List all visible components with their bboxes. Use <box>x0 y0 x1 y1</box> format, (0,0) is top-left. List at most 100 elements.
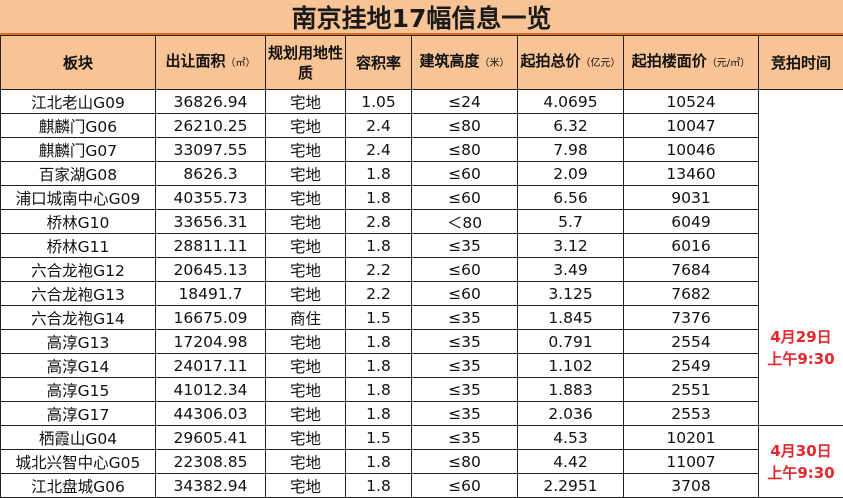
table-cell: 33656.31 <box>156 210 266 234</box>
table-cell: 41012.34 <box>156 378 266 402</box>
table-cell: 10201 <box>624 426 759 450</box>
table-cell: 24017.11 <box>156 354 266 378</box>
header-cell: 出让面积（㎡） <box>156 36 266 90</box>
table-cell: 宅地 <box>266 186 346 210</box>
table-cell: 百家湖G08 <box>1 162 156 186</box>
table-cell: 1.8 <box>346 402 412 426</box>
table-cell: 宅地 <box>266 402 346 426</box>
table-cell: 10524 <box>624 90 759 114</box>
table-cell: 1.8 <box>346 354 412 378</box>
header-cell: 容积率 <box>346 36 412 90</box>
table-cell: 20645.13 <box>156 258 266 282</box>
table-cell: 1.8 <box>346 162 412 186</box>
table-cell: 2553 <box>624 402 759 426</box>
table-cell: 宅地 <box>266 450 346 474</box>
header-cell: 规划用地性质 <box>266 36 346 90</box>
table-cell: ≤35 <box>412 378 518 402</box>
table-cell: 江北盘城G06 <box>1 474 156 498</box>
table-cell: 26210.25 <box>156 114 266 138</box>
table-cell: 宅地 <box>266 162 346 186</box>
table-cell: 宅地 <box>266 330 346 354</box>
table-cell: ≤60 <box>412 474 518 498</box>
table-cell: 3.49 <box>518 258 624 282</box>
table-cell: 2551 <box>624 378 759 402</box>
table-cell: 1.5 <box>346 426 412 450</box>
auction-time-cell: 4月29日上午9:30 <box>759 90 843 426</box>
table-cell: 28811.11 <box>156 234 266 258</box>
header-cell: 起拍总价（亿元） <box>518 36 624 90</box>
table-cell: 浦口城南中心G09 <box>1 186 156 210</box>
table-cell: 1.883 <box>518 378 624 402</box>
sheet-title: 南京挂地17幅信息一览 <box>0 0 843 35</box>
table-cell: 6.32 <box>518 114 624 138</box>
table-cell: 4.53 <box>518 426 624 450</box>
land-table: 板块 出让面积（㎡） 规划用地性质 容积率 建筑高度（米） 起拍总价（亿元） 起… <box>0 35 843 498</box>
table-cell: 六合龙袍G12 <box>1 258 156 282</box>
table-cell: 33097.55 <box>156 138 266 162</box>
table-cell: 高淳G17 <box>1 402 156 426</box>
table-cell: 宅地 <box>266 258 346 282</box>
table-cell: 1.8 <box>346 474 412 498</box>
table-cell: 宅地 <box>266 90 346 114</box>
table-cell: 1.8 <box>346 234 412 258</box>
table-cell: 2554 <box>624 330 759 354</box>
table-cell: 7684 <box>624 258 759 282</box>
table-cell: 10046 <box>624 138 759 162</box>
table-cell: 3708 <box>624 474 759 498</box>
table-cell: 桥林G10 <box>1 210 156 234</box>
table-cell: ≤35 <box>412 426 518 450</box>
table-cell: ≤80 <box>412 138 518 162</box>
table-cell: 2.036 <box>518 402 624 426</box>
table-cell: 宅地 <box>266 282 346 306</box>
table-cell: 宅地 <box>266 234 346 258</box>
table-cell: 36826.94 <box>156 90 266 114</box>
table-cell: 2.09 <box>518 162 624 186</box>
table-cell: 宅地 <box>266 138 346 162</box>
table-cell: ≤35 <box>412 402 518 426</box>
table-cell: 1.8 <box>346 450 412 474</box>
auction-date: 4月29日 <box>759 326 843 348</box>
table-cell: 商住 <box>266 306 346 330</box>
table-cell: ≤60 <box>412 282 518 306</box>
table-cell: 18491.7 <box>156 282 266 306</box>
table-cell: 4.0695 <box>518 90 624 114</box>
header-row: 板块 出让面积（㎡） 规划用地性质 容积率 建筑高度（米） 起拍总价（亿元） 起… <box>1 36 843 90</box>
table-cell: 3.125 <box>518 282 624 306</box>
auction-time: 上午9:30 <box>759 462 843 484</box>
table-cell: ≤35 <box>412 306 518 330</box>
header-cell: 建筑高度（米） <box>412 36 518 90</box>
table-cell: ≤80 <box>412 114 518 138</box>
table-cell: 3.12 <box>518 234 624 258</box>
table-cell: 1.8 <box>346 378 412 402</box>
table-cell: 高淳G14 <box>1 354 156 378</box>
auction-time-cell: 4月30日上午9:30 <box>759 426 843 498</box>
table-cell: 宅地 <box>266 474 346 498</box>
table-cell: 10047 <box>624 114 759 138</box>
auction-date: 4月30日 <box>759 440 843 462</box>
header-cell: 板块 <box>1 36 156 90</box>
table-cell: 1.102 <box>518 354 624 378</box>
table-cell: 六合龙袍G14 <box>1 306 156 330</box>
table-cell: ≤60 <box>412 258 518 282</box>
table-cell: ≤24 <box>412 90 518 114</box>
table-cell: 6049 <box>624 210 759 234</box>
table-cell: 2.2 <box>346 258 412 282</box>
table-cell: 麒麟门G06 <box>1 114 156 138</box>
table-cell: 7376 <box>624 306 759 330</box>
table-cell: 高淳G13 <box>1 330 156 354</box>
header-cell: 竞拍时间 <box>759 36 843 90</box>
table-cell: 11007 <box>624 450 759 474</box>
table-cell: 13460 <box>624 162 759 186</box>
table-cell: ＜80 <box>412 210 518 234</box>
table-cell: 栖霞山G04 <box>1 426 156 450</box>
table-cell: 麒麟门G07 <box>1 138 156 162</box>
